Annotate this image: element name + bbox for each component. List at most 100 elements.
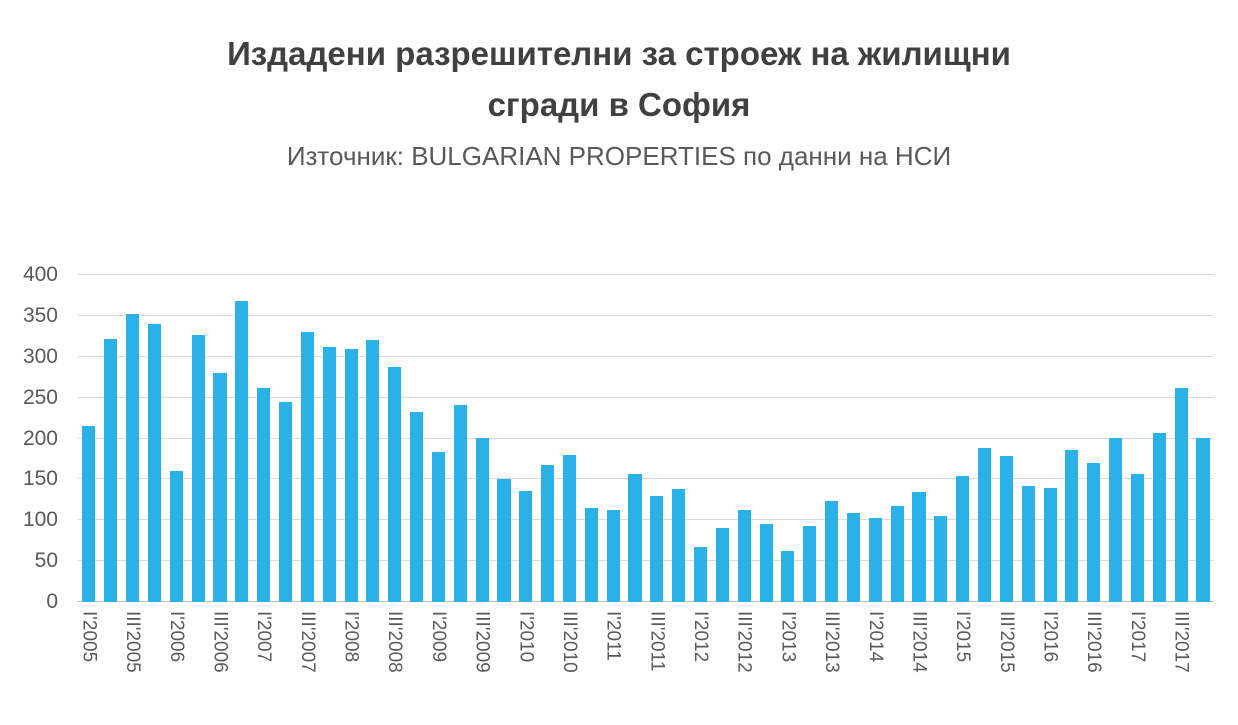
x-tick-slot: I'2010 bbox=[515, 611, 537, 673]
bar-slot bbox=[602, 275, 624, 602]
bar-III'2009 bbox=[475, 437, 489, 602]
x-tick-slot: I'2005 bbox=[78, 611, 100, 673]
bar-III'2016 bbox=[1087, 463, 1101, 602]
bar-slot bbox=[209, 275, 231, 602]
x-tick-label: III'2010 bbox=[558, 611, 580, 673]
bar-slot bbox=[165, 275, 187, 602]
gridline bbox=[78, 560, 1214, 562]
x-tick-slot bbox=[318, 611, 340, 673]
bar-slot bbox=[646, 275, 668, 602]
bar-slot bbox=[821, 275, 843, 602]
y-tick-label: 0 bbox=[46, 590, 58, 613]
x-tick-slot: I'2009 bbox=[428, 611, 450, 673]
bar-IV'2010 bbox=[584, 508, 598, 602]
x-tick-label: I'2009 bbox=[427, 611, 449, 663]
x-tick-slot: III'2016 bbox=[1083, 611, 1105, 673]
bar-slot bbox=[559, 275, 581, 602]
bar-slot bbox=[1148, 275, 1170, 602]
bar-I'2010 bbox=[519, 490, 533, 602]
bar-slot bbox=[755, 275, 777, 602]
bar-II'2015 bbox=[977, 448, 992, 602]
x-tick-slot bbox=[886, 611, 908, 673]
x-tick-slot bbox=[187, 611, 209, 673]
x-tick-slot: I'2017 bbox=[1127, 611, 1149, 673]
x-tick-slot: III'2014 bbox=[908, 611, 930, 673]
bar-slot bbox=[930, 275, 952, 602]
x-tick-label: III'2014 bbox=[908, 611, 930, 673]
y-tick-label: 100 bbox=[22, 508, 58, 532]
x-tick-slot: III'2005 bbox=[122, 611, 144, 673]
bar-slot bbox=[1039, 275, 1061, 602]
plot-area bbox=[78, 274, 1214, 602]
bar-II'2010 bbox=[541, 465, 555, 602]
bar-slot bbox=[974, 275, 996, 602]
bar-II'2006 bbox=[191, 334, 205, 602]
gridline bbox=[78, 274, 1214, 275]
bar-III'2007 bbox=[300, 332, 314, 602]
x-tick-label: III'2009 bbox=[471, 611, 493, 673]
bar-slot bbox=[1127, 275, 1149, 602]
x-tick-slot bbox=[231, 611, 253, 673]
chart-title-line-2: сгради в София bbox=[487, 86, 751, 124]
bar-III'2006 bbox=[213, 373, 227, 602]
x-tick-slot: I'2006 bbox=[165, 611, 187, 673]
x-tick-label: III'2006 bbox=[209, 611, 231, 673]
x-tick-label: III'2013 bbox=[821, 611, 843, 673]
bar-II'2005 bbox=[104, 338, 118, 602]
bar-slot bbox=[1192, 275, 1214, 602]
bar-III'2012 bbox=[737, 510, 751, 602]
bar-I'2013 bbox=[781, 551, 795, 602]
x-tick-slot: III'2007 bbox=[296, 611, 318, 673]
bar-slot bbox=[144, 275, 166, 602]
bar-I'2017 bbox=[1130, 473, 1144, 602]
x-tick-label: I'2017 bbox=[1126, 611, 1148, 663]
x-tick-label: I'2013 bbox=[777, 611, 799, 663]
x-tick-slot bbox=[275, 611, 297, 673]
x-tick-slot: III'2009 bbox=[471, 611, 493, 673]
bar-slot bbox=[733, 275, 755, 602]
x-tick-label: III'2017 bbox=[1170, 611, 1192, 673]
x-tick-slot: III'2017 bbox=[1170, 611, 1192, 673]
bar-slot bbox=[318, 275, 340, 602]
x-tick-slot bbox=[1105, 611, 1127, 673]
x-tick-label: III'2005 bbox=[122, 611, 144, 673]
x-tick-slot: III'2011 bbox=[646, 611, 668, 673]
bar-slot bbox=[1170, 275, 1192, 602]
x-tick-label: I'2008 bbox=[340, 611, 362, 663]
bar-IV'2005 bbox=[147, 324, 161, 602]
bar-slot bbox=[1017, 275, 1039, 602]
x-tick-slot: I'2014 bbox=[864, 611, 886, 673]
y-tick-label: 250 bbox=[22, 385, 58, 409]
bar-slot bbox=[340, 275, 362, 602]
y-tick-label: 400 bbox=[22, 263, 58, 286]
x-tick-label: III'2012 bbox=[733, 611, 755, 673]
bar-slot bbox=[100, 275, 122, 602]
bar-II'2017 bbox=[1152, 432, 1166, 602]
bar-I'2015 bbox=[956, 476, 970, 602]
x-tick-label: I'2006 bbox=[165, 611, 187, 663]
bar-III'2017 bbox=[1174, 387, 1188, 602]
x-tick-slot: I'2011 bbox=[602, 611, 624, 673]
bar-series bbox=[78, 275, 1214, 602]
gridline bbox=[78, 478, 1214, 480]
bar-slot bbox=[799, 275, 821, 602]
x-tick-slot bbox=[1017, 611, 1039, 673]
bar-IV'2016 bbox=[1109, 437, 1123, 602]
y-axis-tick-labels: 0 50 100 150 200 250 300 350 400 bbox=[0, 263, 70, 613]
x-tick-label: I'2016 bbox=[1039, 611, 1061, 663]
bar-slot bbox=[275, 275, 297, 602]
gridline bbox=[78, 314, 1214, 316]
x-tick-label: I'2005 bbox=[78, 611, 100, 663]
x-tick-slot bbox=[711, 611, 733, 673]
chart-title-line-1: Издадени разрешителни за строеж на жилищ… bbox=[227, 35, 1011, 72]
bar-III'2014 bbox=[912, 491, 926, 602]
bar-III'2013 bbox=[825, 500, 839, 602]
x-tick-slot bbox=[144, 611, 166, 673]
x-tick-slot bbox=[406, 611, 428, 673]
chart-title: Издадени разрешителни за строеж на жилищ… bbox=[0, 28, 1238, 130]
bar-IV'2012 bbox=[759, 524, 773, 602]
bar-slot bbox=[515, 275, 537, 602]
bar-IV'2015 bbox=[1021, 485, 1035, 602]
y-tick-label: 50 bbox=[34, 549, 58, 573]
bar-slot bbox=[362, 275, 384, 602]
